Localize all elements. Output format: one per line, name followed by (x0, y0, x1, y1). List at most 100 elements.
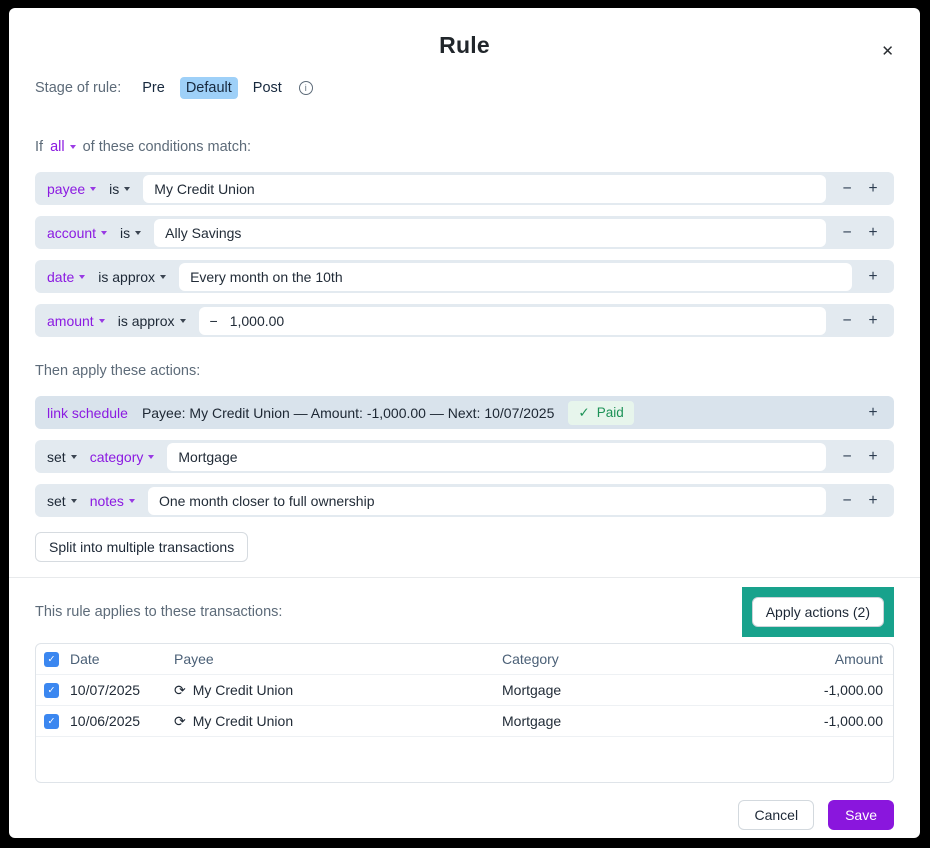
section-divider (9, 577, 920, 578)
verb-select[interactable]: set (47, 493, 77, 509)
caret-down-icon (70, 498, 77, 503)
txn-payee: My Credit Union (192, 682, 294, 698)
add-action-button[interactable]: + (860, 404, 886, 422)
actions-heading: Then apply these actions: (35, 363, 201, 379)
select-all-checkbox[interactable]: ✓ (44, 651, 59, 667)
caret-down-icon (101, 230, 108, 235)
caret-down-icon (69, 145, 76, 149)
link-schedule-button[interactable]: link schedule (47, 404, 128, 421)
caret-down-icon (124, 186, 131, 191)
transactions-header: This rule applies to these transactions:… (35, 587, 894, 637)
add-action-button[interactable]: + (860, 492, 886, 510)
field-select[interactable]: category (90, 449, 155, 465)
txn-date: 10/06/2025 (70, 713, 141, 729)
add-condition-button[interactable]: + (860, 180, 886, 198)
stage-option-pre[interactable]: Pre (136, 77, 171, 99)
action-row-category: set category − + (35, 440, 894, 473)
remove-condition-button[interactable]: − (834, 224, 860, 242)
condition-rows: payee is − + account is − + date is appr… (35, 172, 894, 337)
remove-action-button[interactable]: − (834, 448, 860, 466)
info-icon: i (298, 81, 313, 95)
field-select[interactable]: date (47, 269, 86, 285)
condition-value-input[interactable] (154, 218, 826, 247)
txn-date: 10/07/2025 (70, 682, 141, 698)
row-controls: − + (834, 448, 886, 466)
remove-condition-button[interactable]: − (834, 312, 860, 330)
stage-option-post[interactable]: Post (247, 77, 288, 99)
op-select[interactable]: is (109, 181, 131, 197)
row-checkbox[interactable]: ✓ (44, 682, 59, 698)
action-rows: link schedule Payee: My Credit Union — A… (35, 396, 894, 517)
apply-actions-button[interactable]: Apply actions (2) (751, 597, 884, 627)
row-checkbox[interactable]: ✓ (44, 713, 59, 729)
txn-amount: -1,000.00 (823, 682, 883, 698)
condition-row-amount: amount is approx − − + (35, 304, 894, 337)
op-select[interactable]: is approx (98, 269, 167, 285)
op-select[interactable]: is approx (118, 313, 186, 329)
field-select[interactable]: payee (47, 181, 97, 197)
condition-row-date: date is approx + (35, 260, 894, 293)
row-controls: + (860, 268, 886, 286)
stage-of-rule-row: Stage of rule: Pre Default Post i (35, 77, 894, 99)
table-row: ✓ 10/07/2025 ⟳ My Credit Union Mortgage … (36, 674, 893, 705)
field-select[interactable]: notes (90, 493, 135, 509)
op-select[interactable]: is (120, 225, 142, 241)
remove-action-button[interactable]: − (834, 492, 860, 510)
conditions-prefix: If (35, 139, 44, 155)
transactions-table: ✓ Date Payee Category Amount ✓ 10/07/202… (35, 643, 894, 783)
stage-label: Stage of rule: (35, 80, 122, 96)
action-value-input[interactable] (147, 486, 826, 515)
negative-sign-toggle[interactable]: − (209, 312, 218, 329)
conditions-suffix: of these conditions match: (82, 139, 252, 155)
dialog-footer: Cancel Save (35, 800, 894, 830)
txn-amount: -1,000.00 (823, 713, 883, 729)
conditions-operator-select[interactable]: all (50, 139, 76, 155)
recurring-icon: ⟳ (174, 681, 186, 698)
table-header-row: ✓ Date Payee Category Amount (36, 644, 893, 674)
row-controls: − + (834, 224, 886, 242)
recurring-icon: ⟳ (174, 712, 186, 729)
column-header-amount: Amount (834, 651, 883, 667)
add-condition-button[interactable]: + (860, 268, 886, 286)
txn-category: Mortgage (502, 713, 562, 729)
txn-category: Mortgage (502, 682, 562, 698)
caret-down-icon (179, 318, 186, 323)
field-select[interactable]: amount (47, 313, 105, 329)
caret-down-icon (128, 498, 135, 503)
action-row-notes: set notes − + (35, 484, 894, 517)
condition-value-input[interactable] (179, 262, 852, 291)
empty-table-row (36, 736, 893, 782)
condition-value-input[interactable] (229, 307, 815, 334)
caret-down-icon (70, 454, 77, 459)
caret-down-icon (160, 274, 167, 279)
amount-field: − (198, 306, 826, 335)
add-condition-button[interactable]: + (860, 312, 886, 330)
field-select[interactable]: account (47, 225, 108, 241)
status-badge-paid: ✓ Paid (568, 400, 634, 425)
txn-payee: My Credit Union (192, 713, 294, 729)
schedule-description: Payee: My Credit Union — Amount: -1,000.… (141, 404, 555, 421)
check-icon: ✓ (578, 404, 590, 420)
page-title: Rule (439, 32, 490, 58)
close-icon[interactable]: ✕ (881, 43, 894, 60)
column-header-payee: Payee (174, 651, 214, 667)
row-controls: + (860, 404, 886, 422)
condition-value-input[interactable] (143, 174, 826, 203)
stage-option-default[interactable]: Default (179, 77, 238, 99)
cancel-button[interactable]: Cancel (738, 800, 815, 830)
split-transactions-button[interactable]: Split into multiple transactions (35, 532, 249, 562)
add-action-button[interactable]: + (860, 448, 886, 466)
linked-schedule-row: link schedule Payee: My Credit Union — A… (35, 396, 894, 429)
add-condition-button[interactable]: + (860, 224, 886, 242)
row-controls: − + (834, 492, 886, 510)
column-header-date: Date (70, 651, 100, 667)
verb-select[interactable]: set (47, 449, 77, 465)
rule-dialog: Rule ✕ Stage of rule: Pre Default Post i… (9, 8, 920, 838)
action-value-input[interactable] (167, 442, 826, 471)
transactions-heading: This rule applies to these transactions: (35, 604, 283, 620)
save-button[interactable]: Save (828, 800, 894, 830)
caret-down-icon (90, 186, 97, 191)
row-controls: − + (834, 180, 886, 198)
caret-down-icon (135, 230, 142, 235)
remove-condition-button[interactable]: − (834, 180, 860, 198)
